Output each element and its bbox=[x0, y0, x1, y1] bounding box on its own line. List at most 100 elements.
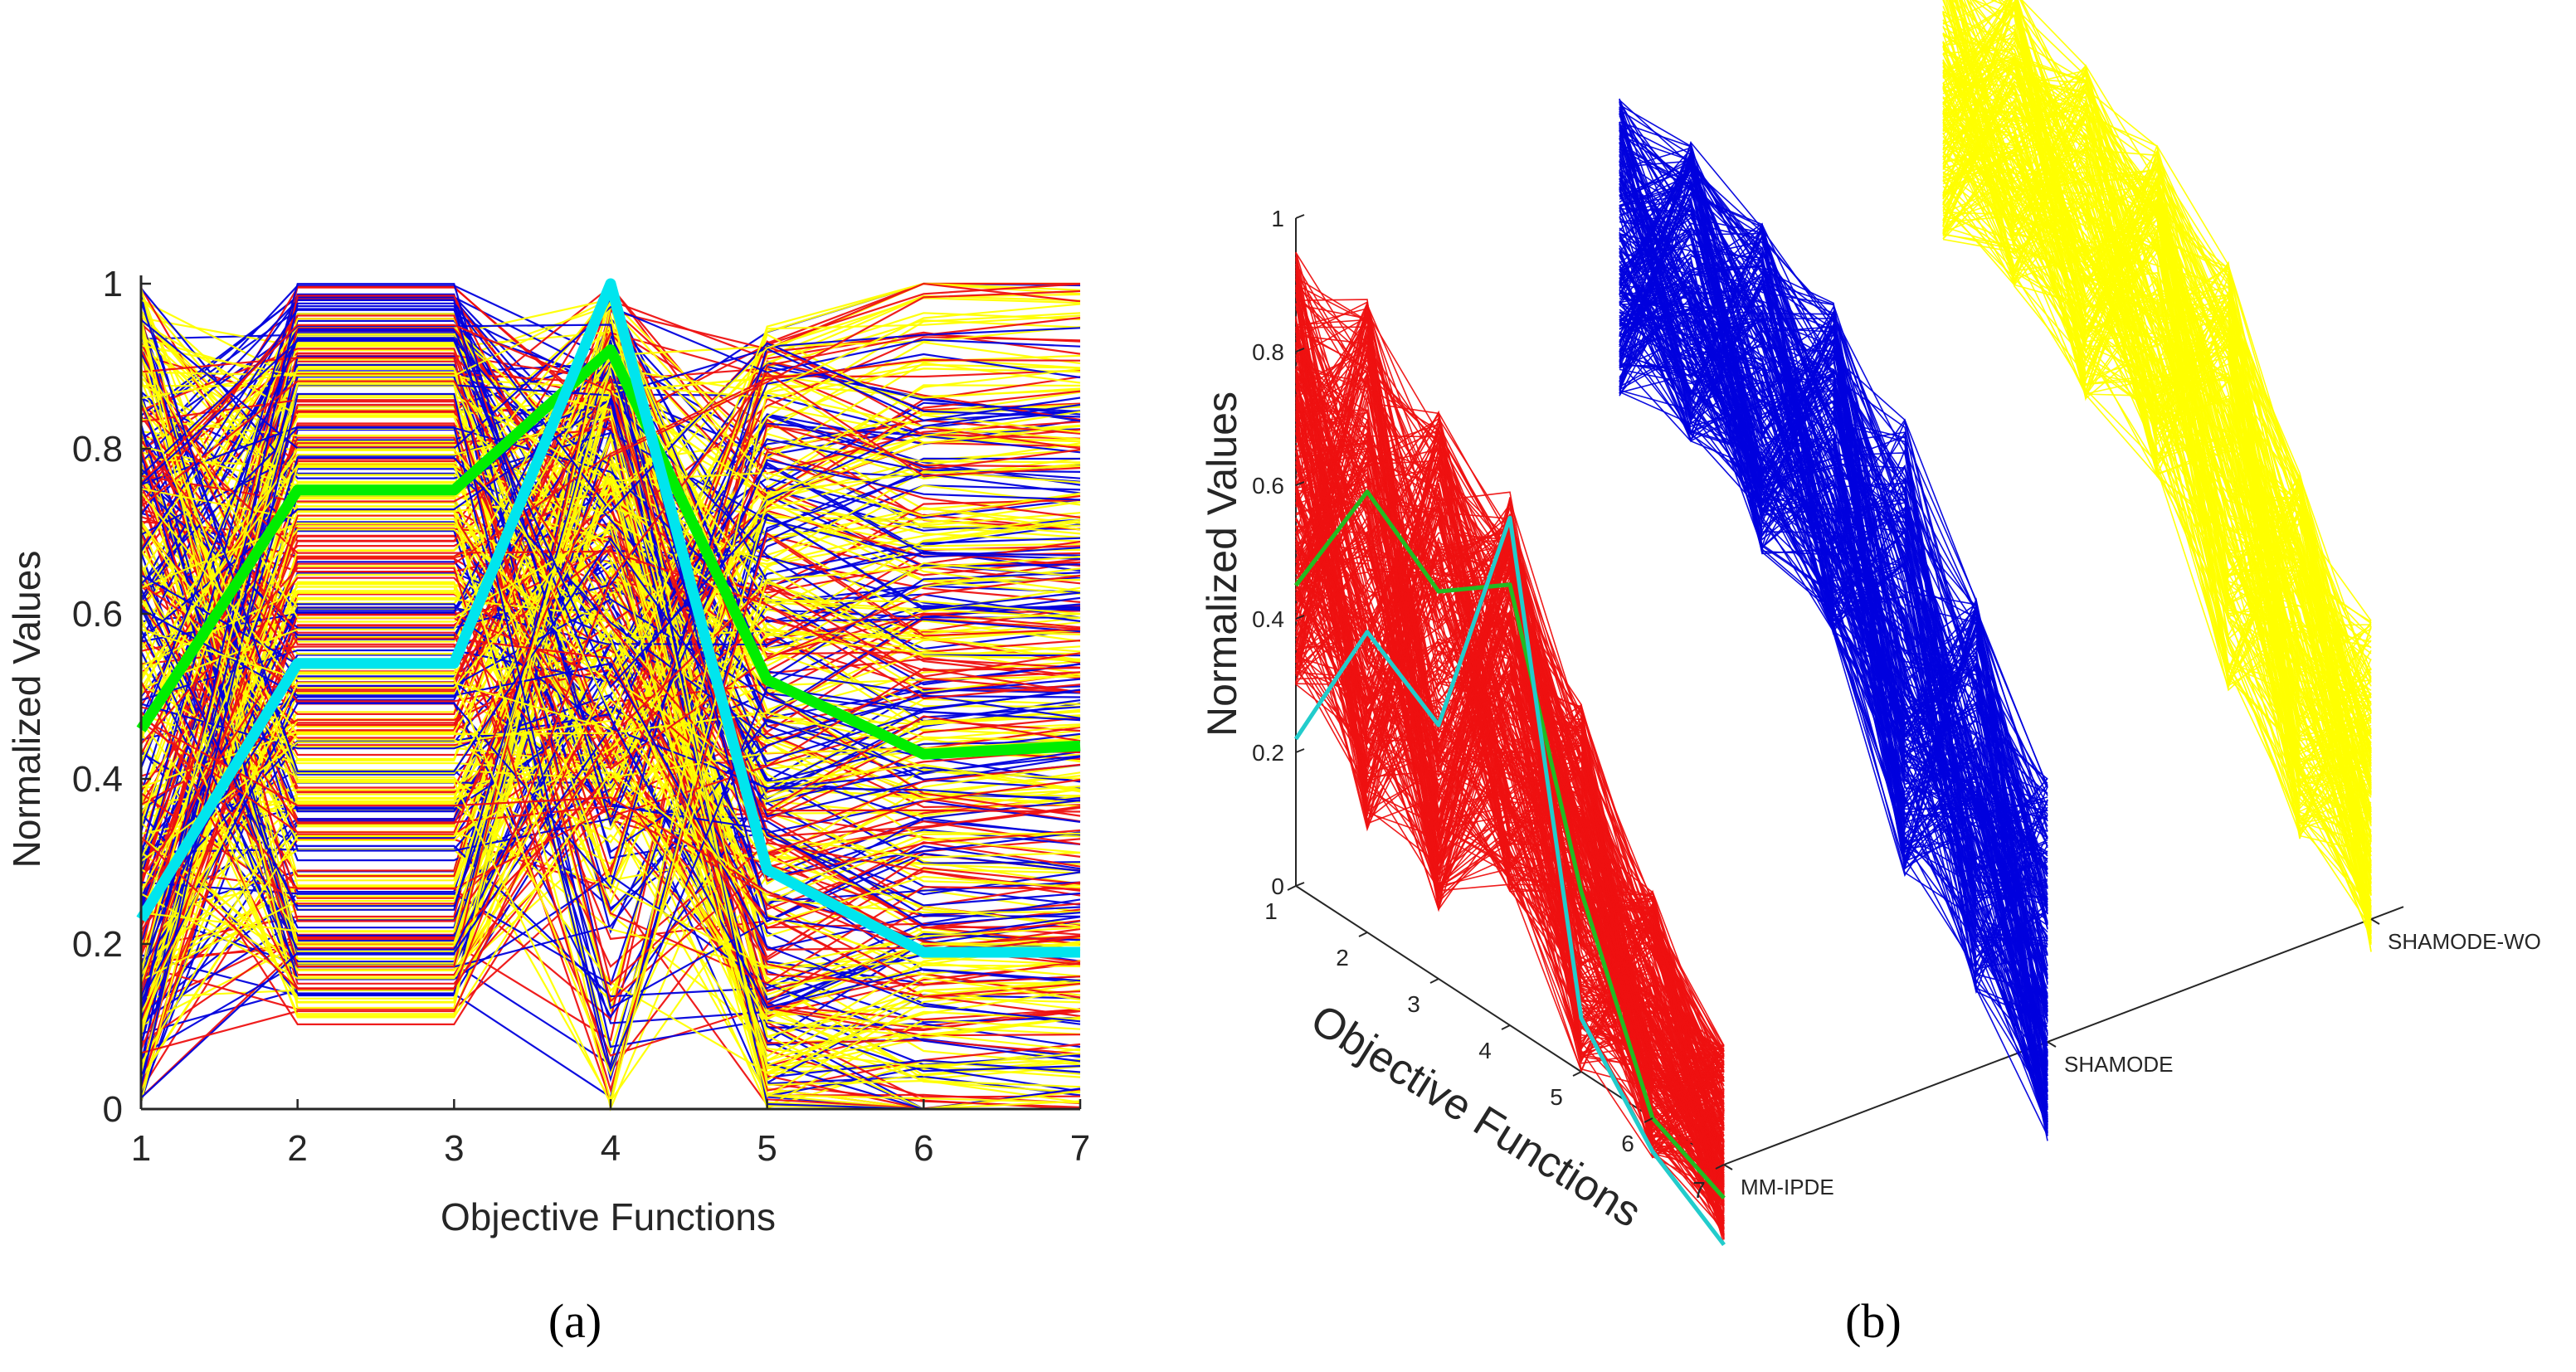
background-line bbox=[1619, 286, 2048, 860]
background-line bbox=[1942, 166, 2372, 832]
background-line bbox=[140, 320, 1081, 966]
cyan-solution-line bbox=[1293, 515, 1726, 1247]
background-line bbox=[1295, 469, 1725, 1063]
background-line bbox=[1619, 268, 2048, 1081]
z-tick-label: 0.8 bbox=[1252, 339, 1284, 365]
background-line bbox=[1942, 119, 2372, 665]
background-line bbox=[1295, 307, 1725, 1063]
background-line bbox=[1942, 102, 2372, 695]
x-tick-mark bbox=[1643, 1117, 1653, 1123]
z-tick-label: 0.2 bbox=[1252, 740, 1284, 766]
background-line bbox=[140, 314, 1081, 754]
background-line bbox=[1295, 372, 1725, 1068]
panel-a-y-axis-label: Normalized Values bbox=[5, 551, 48, 868]
background-line bbox=[140, 357, 1081, 986]
panel-a-x-ticks: 1 2 3 4 5 6 7 bbox=[131, 1099, 1090, 1169]
background-line bbox=[140, 577, 1081, 928]
background-line bbox=[1942, 44, 2372, 794]
panel-b-z-ticks: 0 0.2 0.4 0.6 0.8 1 bbox=[1252, 206, 1305, 899]
background-line bbox=[140, 418, 1081, 790]
panel-b-algorithm-labels: MM-IPDE SHAMODE SHAMODE-WO bbox=[1723, 918, 2541, 1199]
background-line bbox=[139, 440, 1081, 986]
background-line bbox=[1619, 265, 2048, 784]
background-line bbox=[1295, 497, 1725, 1165]
background-line bbox=[140, 403, 1081, 750]
background-line bbox=[1942, 64, 2372, 884]
background-line bbox=[140, 380, 1081, 813]
background-line bbox=[1619, 160, 2048, 896]
background-line bbox=[1295, 425, 1725, 1212]
background-line bbox=[1619, 304, 2048, 1007]
background-line bbox=[139, 294, 1081, 1037]
background-line bbox=[140, 314, 1081, 863]
depth-tick-mark bbox=[1723, 1164, 1733, 1170]
background-line bbox=[1942, 53, 2372, 896]
z-tick-label: 0 bbox=[1271, 873, 1284, 899]
background-line bbox=[140, 415, 1081, 1082]
y-tick-label: 0.4 bbox=[72, 759, 123, 800]
background-line bbox=[140, 465, 1081, 969]
caption-b: (b) bbox=[1845, 1294, 1902, 1348]
x-tick-label: 3 bbox=[444, 1128, 464, 1169]
background-line bbox=[139, 376, 1081, 903]
background-line bbox=[1295, 310, 1725, 1221]
background-line bbox=[1942, 46, 2372, 654]
y-tick-label: 1 bbox=[103, 264, 123, 304]
background-line bbox=[1619, 227, 2048, 903]
background-line bbox=[1619, 113, 2048, 1039]
background-line bbox=[1942, 109, 2372, 918]
background-line bbox=[140, 363, 1081, 602]
background-line bbox=[1619, 364, 2048, 1117]
background-line bbox=[139, 355, 1081, 1083]
background-line bbox=[1295, 599, 1725, 1219]
background-line bbox=[139, 337, 1081, 1009]
background-line bbox=[140, 339, 1081, 689]
background-line bbox=[1295, 373, 1725, 1131]
background-line bbox=[140, 371, 1081, 562]
background-line bbox=[1295, 304, 1725, 1127]
background-line bbox=[139, 383, 1081, 972]
background-line bbox=[1619, 265, 2048, 1093]
background-line bbox=[1295, 343, 1725, 1112]
panel-b-chart: 0 0.2 0.4 0.6 0.8 1 1 2 3 4 5 6 7 MM-IPDE SHAMODE SHA… bbox=[1199, 0, 2541, 1247]
background-line bbox=[140, 372, 1081, 990]
background-line bbox=[1949, 0, 2372, 857]
background-line bbox=[139, 319, 1081, 852]
background-line bbox=[139, 434, 1081, 993]
caption-a: (a) bbox=[548, 1294, 601, 1348]
background-line bbox=[1295, 272, 1725, 1131]
background-line bbox=[1955, 0, 2372, 819]
background-line bbox=[1942, 71, 2372, 830]
x-tick-label: 4 bbox=[601, 1128, 621, 1169]
background-line bbox=[1295, 488, 1725, 1178]
background-line bbox=[139, 392, 1081, 1087]
background-line bbox=[139, 289, 1081, 792]
background-line bbox=[140, 399, 1081, 878]
background-line bbox=[139, 318, 1081, 953]
background-line bbox=[1619, 236, 2048, 955]
x-tick-label: 7 bbox=[1692, 1177, 1706, 1203]
x-tick-label: 6 bbox=[913, 1128, 933, 1169]
background-line bbox=[140, 474, 1081, 1098]
background-line bbox=[1619, 137, 2048, 948]
background-line bbox=[1295, 530, 1725, 1094]
background-line bbox=[140, 399, 1081, 1003]
background-line bbox=[1942, 71, 2372, 831]
x-tick-label: 6 bbox=[1621, 1131, 1634, 1156]
z-tick-mark bbox=[1295, 481, 1305, 486]
background-line bbox=[1619, 184, 2048, 1122]
background-line bbox=[140, 586, 1081, 844]
background-line bbox=[1619, 142, 2048, 1068]
x-tick-mark bbox=[1572, 1071, 1582, 1077]
background-line bbox=[1295, 405, 1725, 1073]
background-line bbox=[140, 426, 1081, 633]
background-line bbox=[139, 300, 1081, 773]
background-line bbox=[139, 338, 1081, 963]
background-line bbox=[1942, 134, 2372, 945]
background-line bbox=[140, 803, 1081, 977]
background-line bbox=[1619, 268, 2048, 985]
depth-tick-mark bbox=[2047, 1041, 2057, 1048]
background-line bbox=[1295, 465, 1725, 1230]
background-line bbox=[139, 505, 1081, 1004]
x-tick-mark bbox=[1715, 1164, 1725, 1170]
